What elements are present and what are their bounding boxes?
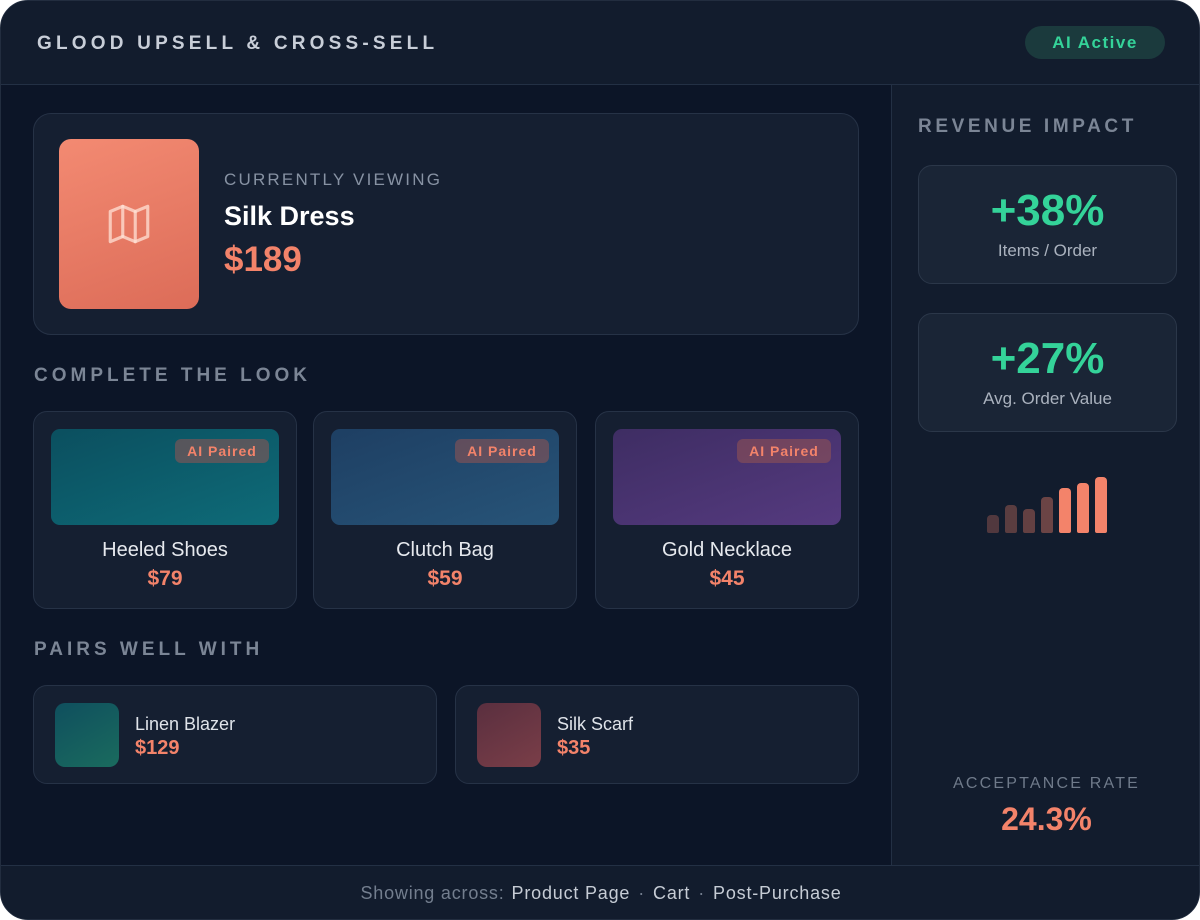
ai-paired-badge: AI Paired — [455, 439, 549, 463]
current-product-price: $189 — [224, 240, 302, 279]
separator: · — [638, 883, 646, 903]
product-price: $79 — [147, 567, 183, 590]
look-item-card[interactable]: AI Paired Heeled Shoes $79 — [33, 411, 297, 609]
ai-paired-badge: AI Paired — [175, 439, 269, 463]
acceptance-rate-value: 24.3% — [1001, 801, 1092, 837]
revenue-impact-title: REVENUE IMPACT — [918, 116, 1137, 137]
app-title: GLOOD UPSELL & CROSS-SELL — [37, 33, 439, 54]
product-image: AI Paired — [331, 429, 559, 525]
product-price: $129 — [135, 737, 180, 759]
product-name: Linen Blazer — [135, 714, 236, 734]
acceptance-rate-label: ACCEPTANCE RATE — [952, 775, 1141, 792]
product-name: Heeled Shoes — [102, 539, 228, 561]
current-product-card[interactable]: CURRENTLY VIEWING Silk Dress $189 — [33, 113, 859, 335]
current-product-name: Silk Dress — [224, 201, 355, 231]
stat-label: Avg. Order Value — [983, 389, 1112, 408]
trend-bar — [987, 515, 999, 533]
location-cart[interactable]: Cart — [653, 883, 691, 903]
stat-card-items-per-order: +38% Items / Order — [918, 165, 1177, 284]
stat-label: Items / Order — [997, 241, 1098, 260]
stat-card-avg-order-value: +27% Avg. Order Value — [918, 313, 1177, 432]
product-thumbnail — [477, 703, 541, 767]
trend-bar — [1095, 477, 1107, 533]
location-post-purchase[interactable]: Post-Purchase — [713, 883, 842, 903]
pair-item-card[interactable]: Linen Blazer $129 — [33, 685, 437, 784]
map-icon — [108, 204, 150, 244]
product-price: $45 — [709, 567, 745, 590]
product-name: Clutch Bag — [396, 539, 494, 561]
currently-viewing-label: CURRENTLY VIEWING — [224, 170, 443, 189]
current-product-image — [59, 139, 199, 309]
trend-bar — [1059, 488, 1071, 533]
product-image: AI Paired — [51, 429, 279, 525]
pair-item-card[interactable]: Silk Scarf $35 — [455, 685, 859, 784]
footer: Showing across: Product Page · Cart · Po… — [1, 865, 1199, 919]
product-name: Gold Necklace — [661, 539, 793, 561]
header: GLOOD UPSELL & CROSS-SELL AI Active — [1, 1, 1199, 85]
trend-bar — [1077, 483, 1089, 533]
footer-prefix: Showing across: — [360, 883, 505, 903]
ai-paired-badge: AI Paired — [737, 439, 831, 463]
ai-status-badge[interactable]: AI Active — [1025, 26, 1165, 59]
product-name: Silk Scarf — [557, 714, 634, 734]
stat-value: +38% — [990, 186, 1105, 235]
stat-value: +27% — [990, 334, 1105, 383]
trend-bar-chart — [987, 473, 1109, 533]
trend-bar — [1005, 505, 1017, 533]
trend-bar — [1041, 497, 1053, 533]
trend-bar — [1023, 509, 1035, 533]
product-price: $35 — [557, 737, 591, 759]
look-item-card[interactable]: AI Paired Clutch Bag $59 — [313, 411, 577, 609]
look-item-card[interactable]: AI Paired Gold Necklace $45 — [595, 411, 859, 609]
revenue-sidebar: REVENUE IMPACT +38% Items / Order +27% A… — [891, 85, 1199, 865]
product-image: AI Paired — [613, 429, 841, 525]
product-thumbnail — [55, 703, 119, 767]
pairs-well-title: PAIRS WELL WITH — [34, 639, 264, 660]
location-product-page[interactable]: Product Page — [511, 883, 631, 903]
complete-look-title: COMPLETE THE LOOK — [34, 365, 311, 386]
product-price: $59 — [427, 567, 463, 590]
main-panel: CURRENTLY VIEWING Silk Dress $189 COMPLE… — [1, 85, 891, 865]
separator: · — [698, 883, 706, 903]
